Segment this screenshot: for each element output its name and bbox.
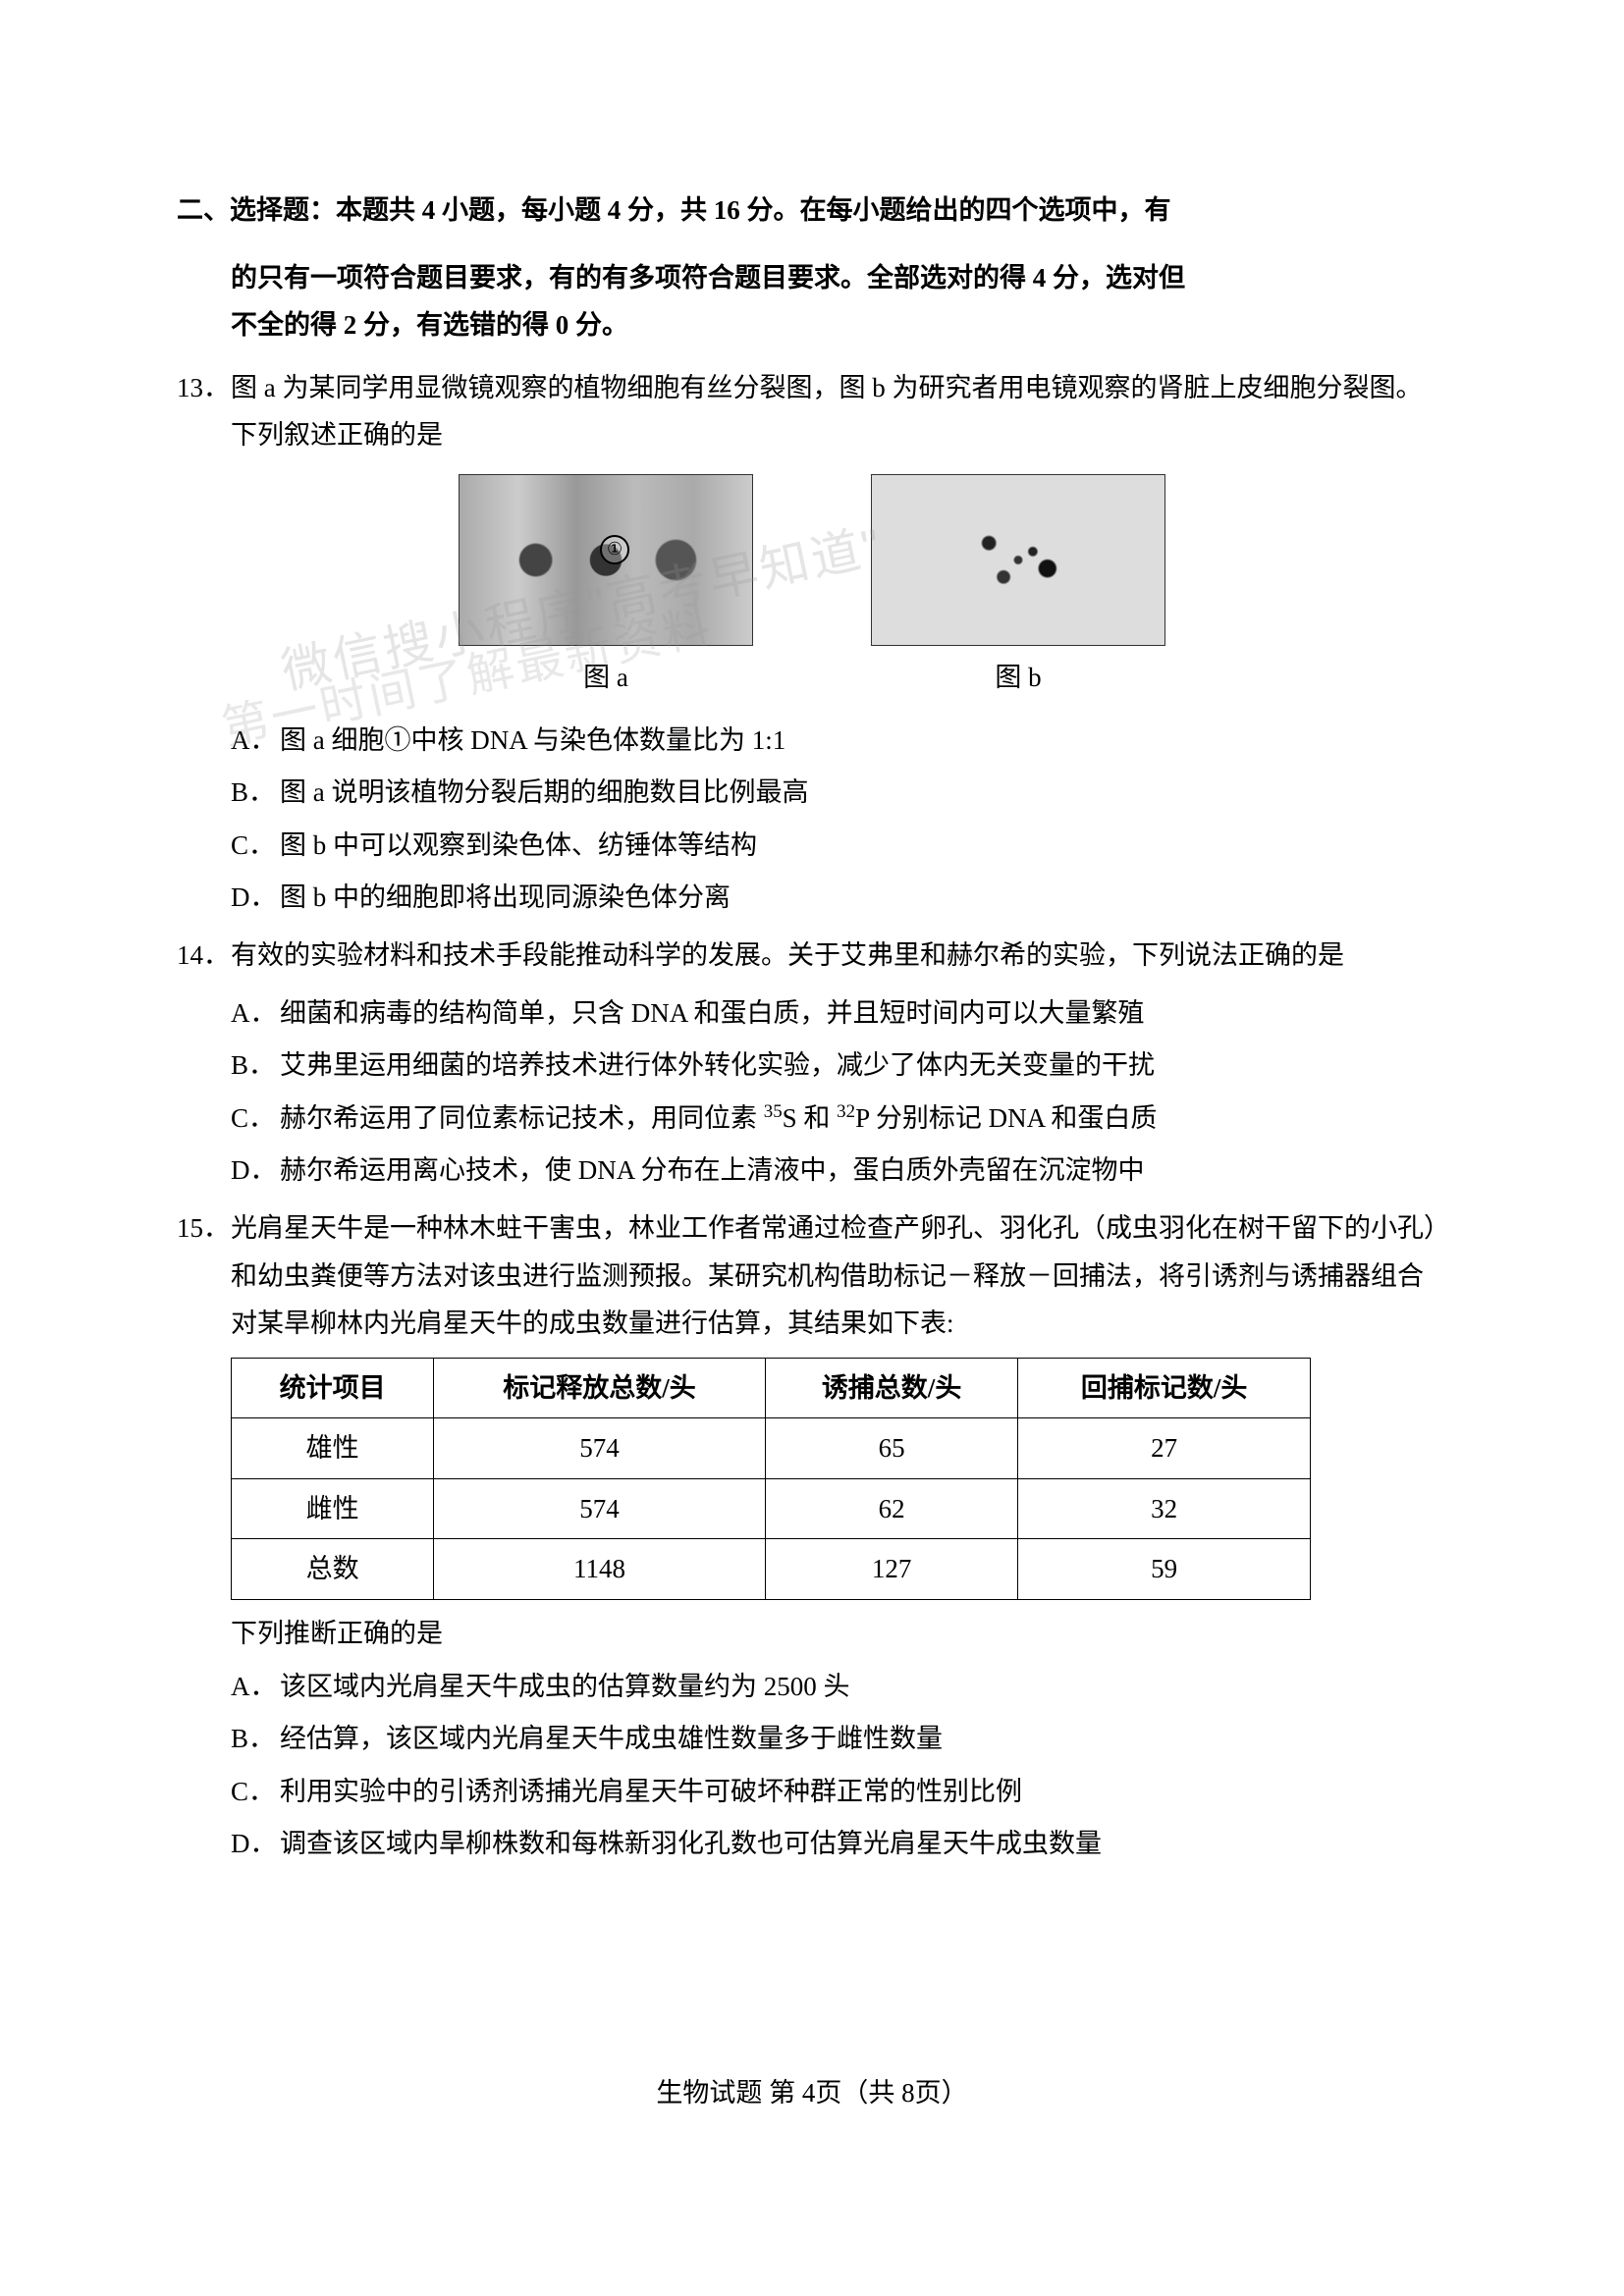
q13-opt-c-text: 图 b 中可以观察到染色体、纺锤体等结构 [280,822,1447,870]
q14-option-d: D． 赫尔希运用离心技术，使 DNA 分布在上清液中，蛋白质外壳留在沉淀物中 [177,1147,1447,1195]
page-footer: 生物试题 第 4页（共 8页） [0,2071,1624,2109]
figure-b-box: 图 b [871,474,1165,702]
figure-a-image: ① [459,474,753,646]
q15-text: 光肩星天牛是一种林木蛀干害虫，林业工作者常通过检查产卵孔、羽化孔（成虫羽化在树干… [231,1204,1447,1348]
q15-option-d: D． 调查该区域内旱柳株数和每株新羽化孔数也可估算光肩星天牛成虫数量 [177,1820,1447,1868]
table-cell: 59 [1018,1539,1311,1600]
q14-opt-a-text: 细菌和病毒的结构简单，只含 DNA 和蛋白质，并且短时间内可以大量繁殖 [280,989,1447,1038]
table-cell: 总数 [232,1539,434,1600]
q15-opt-a-text: 该区域内光肩星天牛成虫的估算数量约为 2500 头 [280,1663,1447,1711]
section-header-text2: 的只有一项符合题目要求，有的有多项符合题目要求。全部选对的得 4 分，选对但 [177,254,1447,302]
q15-option-b: B． 经估算，该区域内光肩星天牛成虫雄性数量多于雌性数量 [177,1715,1447,1763]
question-13: 13． 图 a 为某同学用显微镜观察的植物细胞有丝分裂图，图 b 为研究者用电镜… [177,364,1447,459]
q13-option-c: C． 图 b 中可以观察到染色体、纺锤体等结构 [177,822,1447,870]
q13-option-a: A． 图 a 细胞①中核 DNA 与染色体数量比为 1:1 [177,717,1447,765]
q13-opt-b-text: 图 a 说明该植物分裂后期的细胞数目比例最高 [280,769,1447,817]
table-header: 统计项目 [232,1358,434,1418]
option-label: B． [231,1715,280,1763]
q14-text: 有效的实验材料和技术手段能推动科学的发展。关于艾弗里和赫尔希的实验，下列说法正确… [231,932,1447,980]
q15-data-table: 统计项目 标记释放总数/头 诱捕总数/头 回捕标记数/头 雄性 574 65 2… [231,1358,1311,1600]
option-label: C． [231,1095,280,1143]
q14-option-c: C． 赫尔希运用了同位素标记技术，用同位素 35S 和 32P 分别标记 DNA… [177,1095,1447,1143]
q13-option-b: B． 图 a 说明该植物分裂后期的细胞数目比例最高 [177,769,1447,817]
q15-below-table: 下列推断正确的是 [177,1610,1447,1658]
table-cell: 27 [1018,1418,1311,1479]
option-label: A． [231,717,280,765]
option-label: C． [231,1768,280,1816]
q13-number: 13． [177,364,231,459]
section-header-text3: 不全的得 2 分，有选错的得 0 分。 [177,301,1447,349]
q13-figures: ① 图 a 图 b [177,474,1447,702]
q14-number: 14． [177,932,231,980]
table-cell: 雌性 [232,1478,434,1539]
q15-opt-d-text: 调查该区域内旱柳株数和每株新羽化孔数也可估算光肩星天牛成虫数量 [280,1820,1447,1868]
section-number: 二、 [177,187,230,235]
q15-number: 15． [177,1204,231,1348]
table-row: 雄性 574 65 27 [232,1418,1311,1479]
table-header: 回捕标记数/头 [1018,1358,1311,1418]
option-label: B． [231,1041,280,1090]
figure-a-marker: ① [600,535,629,564]
section-header-text1: 选择题：本题共 4 小题，每小题 4 分，共 16 分。在每小题给出的四个选项中… [230,187,1171,235]
table-header: 诱捕总数/头 [765,1358,1017,1418]
q15-option-a: A． 该区域内光肩星天牛成虫的估算数量约为 2500 头 [177,1663,1447,1711]
q14-opt-c-text: 赫尔希运用了同位素标记技术，用同位素 35S 和 32P 分别标记 DNA 和蛋… [280,1095,1447,1143]
table-cell: 62 [765,1478,1017,1539]
q15-option-c: C． 利用实验中的引诱剂诱捕光肩星天牛可破坏种群正常的性别比例 [177,1768,1447,1816]
section-2-header: 二、 选择题：本题共 4 小题，每小题 4 分，共 16 分。在每小题给出的四个… [177,187,1447,235]
q13-opt-a-text: 图 a 细胞①中核 DNA 与染色体数量比为 1:1 [280,717,1447,765]
figure-b-caption: 图 b [871,654,1165,702]
q13-text: 图 a 为某同学用显微镜观察的植物细胞有丝分裂图，图 b 为研究者用电镜观察的肾… [231,364,1447,459]
option-label: D． [231,1820,280,1868]
table-header: 标记释放总数/头 [434,1358,766,1418]
figure-a-box: ① 图 a [459,474,753,702]
option-label: C． [231,822,280,870]
option-label: D． [231,1147,280,1195]
table-row: 雌性 574 62 32 [232,1478,1311,1539]
table-cell: 65 [765,1418,1017,1479]
q13-option-d: D． 图 b 中的细胞即将出现同源染色体分离 [177,874,1447,922]
option-label: D． [231,874,280,922]
figure-a-caption: 图 a [459,654,753,702]
table-cell: 574 [434,1478,766,1539]
option-label: B． [231,769,280,817]
option-label: A． [231,1663,280,1711]
figure-b-image [871,474,1165,646]
q14-opt-b-text: 艾弗里运用细菌的培养技术进行体外转化实验，减少了体内无关变量的干扰 [280,1041,1447,1090]
question-14: 14． 有效的实验材料和技术手段能推动科学的发展。关于艾弗里和赫尔希的实验，下列… [177,932,1447,980]
table-cell: 127 [765,1539,1017,1600]
page-content: 二、 选择题：本题共 4 小题，每小题 4 分，共 16 分。在每小题给出的四个… [177,187,1447,1868]
q15-opt-c-text: 利用实验中的引诱剂诱捕光肩星天牛可破坏种群正常的性别比例 [280,1768,1447,1816]
q14-option-a: A． 细菌和病毒的结构简单，只含 DNA 和蛋白质，并且短时间内可以大量繁殖 [177,989,1447,1038]
q15-opt-b-text: 经估算，该区域内光肩星天牛成虫雄性数量多于雌性数量 [280,1715,1447,1763]
q14-opt-d-text: 赫尔希运用离心技术，使 DNA 分布在上清液中，蛋白质外壳留在沉淀物中 [280,1147,1447,1195]
q14-option-b: B． 艾弗里运用细菌的培养技术进行体外转化实验，减少了体内无关变量的干扰 [177,1041,1447,1090]
table-cell: 1148 [434,1539,766,1600]
table-cell: 574 [434,1418,766,1479]
table-header-row: 统计项目 标记释放总数/头 诱捕总数/头 回捕标记数/头 [232,1358,1311,1418]
question-15: 15． 光肩星天牛是一种林木蛀干害虫，林业工作者常通过检查产卵孔、羽化孔（成虫羽… [177,1204,1447,1348]
q13-opt-d-text: 图 b 中的细胞即将出现同源染色体分离 [280,874,1447,922]
table-row: 总数 1148 127 59 [232,1539,1311,1600]
table-cell: 32 [1018,1478,1311,1539]
table-cell: 雄性 [232,1418,434,1479]
option-label: A． [231,989,280,1038]
